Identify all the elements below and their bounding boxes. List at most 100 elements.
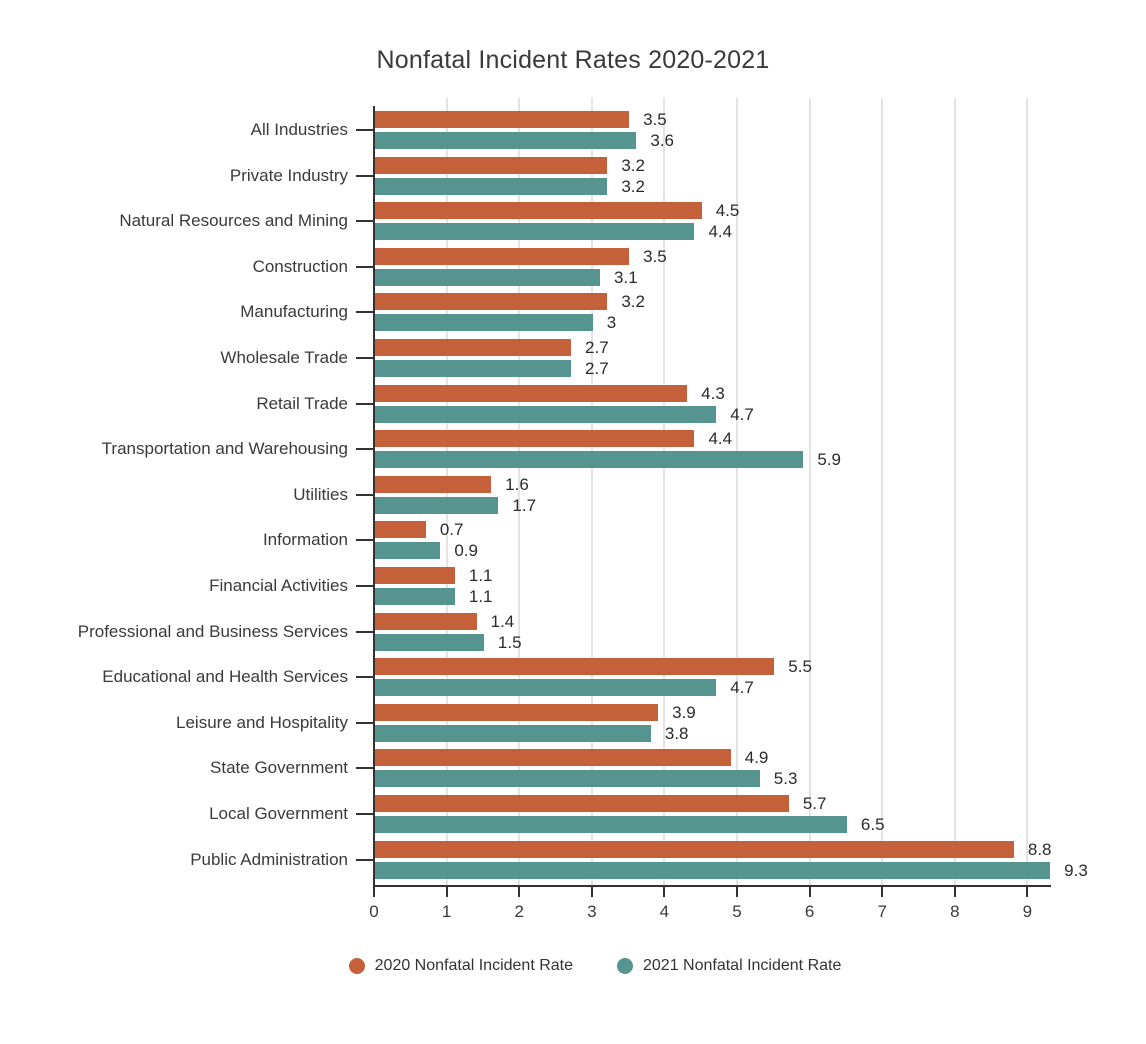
value-label: 3.2 bbox=[621, 176, 645, 196]
bar-2021 bbox=[375, 405, 717, 423]
value-label: 4.7 bbox=[730, 404, 754, 424]
y-axis-tick bbox=[356, 402, 374, 405]
bar-2021 bbox=[375, 679, 717, 697]
x-axis-tick bbox=[373, 887, 375, 897]
bar-2020 bbox=[375, 202, 702, 220]
value-label: 1.6 bbox=[505, 474, 529, 494]
category-label: Information bbox=[262, 530, 348, 550]
bar-2020 bbox=[375, 612, 477, 630]
chart-title: Nonfatal Incident Rates 2020-2021 bbox=[376, 46, 770, 74]
value-label: 3.8 bbox=[664, 723, 689, 743]
value-label: 4.5 bbox=[715, 201, 740, 221]
x-axis-tick-label: 0 bbox=[369, 902, 379, 921]
bar-2020 bbox=[375, 247, 630, 265]
x-axis-tick-label: 5 bbox=[732, 902, 742, 921]
value-label: 9.3 bbox=[1064, 860, 1088, 880]
value-label: 1.7 bbox=[512, 495, 537, 515]
y-axis-tick bbox=[356, 493, 374, 496]
bar-2021 bbox=[375, 816, 847, 833]
category-label: Natural Resources and Mining bbox=[119, 211, 348, 231]
gridline bbox=[663, 98, 666, 886]
bar-2021 bbox=[375, 268, 601, 286]
category-label: Construction bbox=[252, 256, 348, 276]
x-axis-tick-label: 3 bbox=[587, 902, 597, 921]
gridline bbox=[518, 98, 521, 886]
value-label: 2.7 bbox=[585, 338, 609, 357]
x-axis-tick bbox=[590, 887, 593, 897]
x-axis-tick bbox=[808, 887, 811, 897]
y-axis-tick bbox=[356, 813, 374, 815]
bar-2020 bbox=[375, 521, 426, 539]
gridline bbox=[736, 98, 738, 886]
bar-2020 bbox=[375, 703, 659, 721]
bar-2021 bbox=[375, 724, 651, 742]
category-label: Public Administration bbox=[190, 849, 348, 869]
y-axis-tick bbox=[356, 585, 374, 587]
bar-2021 bbox=[375, 542, 441, 560]
y-axis-tick bbox=[356, 539, 374, 542]
y-axis-tick bbox=[356, 630, 374, 633]
category-label: Private Industry bbox=[229, 165, 348, 185]
category-label: Local Government bbox=[209, 804, 348, 823]
category-label: Educational and Health Services bbox=[102, 667, 348, 687]
y-axis-tick bbox=[356, 129, 374, 131]
y-axis-tick bbox=[356, 174, 374, 177]
bar-2020 bbox=[375, 339, 572, 356]
bar-2020 bbox=[375, 795, 789, 812]
value-label: 5.5 bbox=[788, 657, 812, 677]
y-axis-tick bbox=[356, 676, 374, 679]
bar-2020 bbox=[375, 430, 695, 448]
value-label: 3.1 bbox=[614, 267, 638, 287]
value-label: 4.7 bbox=[730, 678, 754, 698]
x-axis-line bbox=[373, 885, 1052, 887]
gridline bbox=[1026, 98, 1029, 886]
gridline bbox=[881, 98, 884, 886]
x-axis-tick bbox=[445, 887, 448, 897]
value-label: 3.5 bbox=[643, 110, 667, 129]
legend-label-2021: 2021 Nonfatal Incident Rate bbox=[643, 957, 842, 974]
value-label: 5.7 bbox=[802, 794, 827, 813]
legend-item-2021: 2021 Nonfatal Incident Rate bbox=[617, 957, 841, 975]
y-axis-tick bbox=[356, 721, 374, 724]
value-label: 3.5 bbox=[643, 246, 667, 266]
category-label: Transportation and Warehousing bbox=[101, 439, 348, 459]
value-label: 4.9 bbox=[744, 748, 769, 768]
bar-2021 bbox=[375, 314, 593, 332]
bar-2020 bbox=[375, 658, 775, 676]
legend-marker-2021-icon bbox=[617, 958, 633, 974]
bar-2021 bbox=[375, 770, 760, 788]
value-label: 1.1 bbox=[468, 566, 493, 585]
category-label: Financial Activities bbox=[209, 576, 348, 595]
category-label: All Industries bbox=[250, 120, 348, 139]
y-axis-line bbox=[373, 106, 375, 886]
y-axis-tick bbox=[356, 767, 374, 770]
value-label: 5.9 bbox=[817, 450, 841, 470]
bar-2021 bbox=[375, 451, 804, 469]
value-label: 3.6 bbox=[650, 131, 674, 150]
value-label: 3.2 bbox=[621, 155, 645, 175]
value-label: 1.4 bbox=[490, 611, 515, 631]
value-label: 4.3 bbox=[701, 383, 725, 403]
bar-2020 bbox=[375, 111, 630, 128]
x-axis-tick-label: 6 bbox=[804, 902, 815, 921]
y-axis-tick bbox=[356, 220, 374, 223]
x-axis-tick-label: 7 bbox=[877, 902, 887, 921]
x-axis-tick bbox=[1026, 887, 1029, 897]
x-axis-tick-label: 2 bbox=[514, 902, 524, 921]
category-label: Utilities bbox=[293, 484, 348, 504]
value-label: 0.7 bbox=[439, 520, 464, 540]
legend-marker-2020-icon bbox=[348, 958, 365, 974]
value-label: 3 bbox=[606, 313, 617, 333]
value-label: 5.3 bbox=[773, 769, 798, 789]
y-axis-tick bbox=[356, 448, 374, 451]
y-axis-tick bbox=[356, 357, 374, 359]
bar-2020 bbox=[375, 293, 608, 311]
value-label: 1.1 bbox=[468, 587, 493, 606]
x-axis-tick bbox=[953, 887, 956, 897]
y-axis-tick bbox=[356, 858, 374, 861]
x-axis-tick bbox=[736, 887, 738, 897]
value-label: 3.9 bbox=[672, 702, 696, 722]
gridline bbox=[953, 98, 956, 886]
bar-2021 bbox=[375, 360, 572, 377]
